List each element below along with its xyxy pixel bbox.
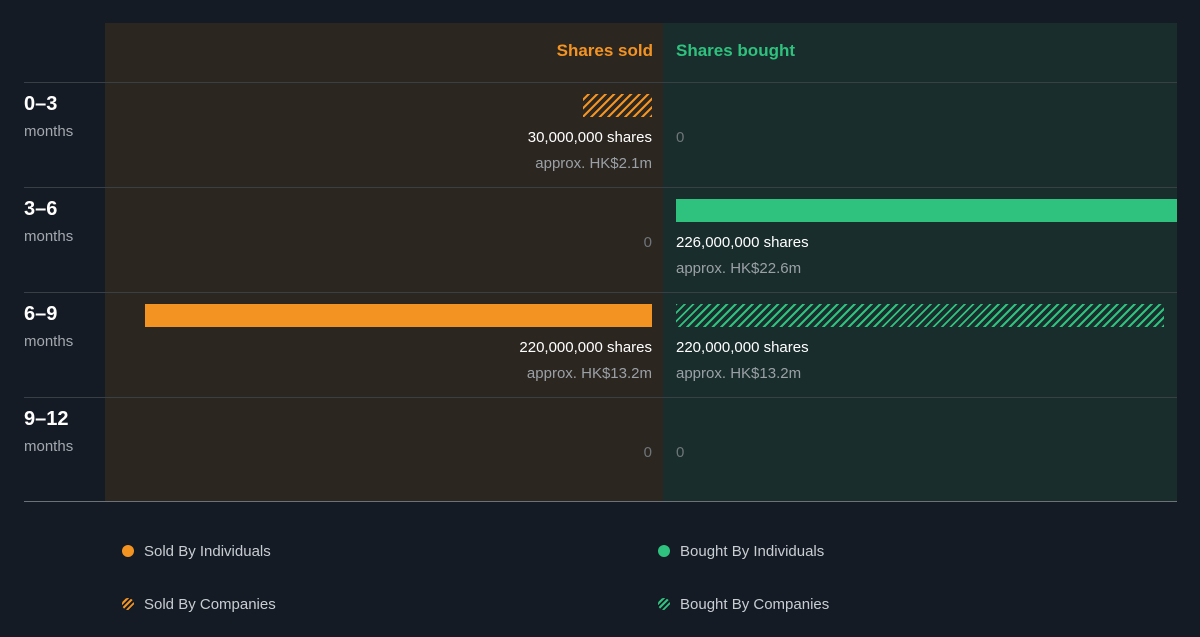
legend-sold-companies: Sold By Companies — [122, 594, 276, 614]
bar-sold-by-individuals — [145, 304, 652, 327]
period-unit: months — [24, 438, 74, 455]
bought-shares-label: 226,000,000 shares — [676, 234, 809, 251]
sold-shares-label: 220,000,000 shares — [519, 339, 652, 356]
bought-zero-label: 0 — [676, 444, 685, 461]
row-divider — [24, 292, 1177, 293]
legend-hatched-dot-icon — [122, 598, 134, 610]
period-unit: months — [24, 123, 74, 140]
legend-bought-companies: Bought By Companies — [658, 594, 829, 614]
legend-bought-individuals: Bought By Individuals — [658, 541, 824, 561]
sold-approx-label: approx. HK$13.2m — [526, 365, 652, 382]
bought-approx-label: approx. HK$22.6m — [676, 260, 802, 277]
sold-shares-label: 30,000,000 shares — [527, 129, 652, 146]
sold-approx-label: approx. HK$2.1m — [535, 155, 652, 172]
axis-line — [24, 501, 1177, 502]
row-divider — [24, 187, 1177, 188]
legend-label: Sold By Companies — [144, 595, 276, 613]
period-label: 0–3 months — [24, 92, 73, 141]
period-range: 9–12 — [24, 408, 69, 430]
insider-trading-chart: Shares sold Shares bought 0–3 months 3–6… — [24, 23, 1177, 502]
legend-sold-individuals: Sold By Individuals — [122, 541, 271, 561]
period-unit: months — [24, 228, 74, 245]
bar-sold-by-companies — [583, 94, 652, 117]
bar-bought-by-companies — [676, 304, 1164, 327]
row-divider — [24, 82, 1177, 83]
legend-label: Bought By Companies — [680, 595, 830, 613]
period-label: 3–6 months — [24, 197, 73, 246]
period-label: 6–9 months — [24, 302, 73, 351]
bought-header: Shares bought — [676, 41, 796, 60]
sold-header: Shares sold — [556, 41, 653, 60]
sold-zero-label: 0 — [643, 444, 652, 461]
sold-panel — [105, 23, 663, 501]
legend-dot-icon — [658, 545, 670, 557]
period-label: 9–12 months — [24, 407, 73, 456]
period-range: 3–6 — [24, 198, 58, 220]
bought-zero-label: 0 — [676, 129, 685, 146]
bar-bought-by-individuals — [676, 199, 1177, 222]
bought-shares-label: 220,000,000 shares — [676, 339, 809, 356]
period-range: 0–3 — [24, 93, 58, 115]
legend-label: Sold By Individuals — [144, 542, 271, 560]
legend-label: Bought By Individuals — [680, 542, 825, 560]
bought-approx-label: approx. HK$13.2m — [676, 365, 802, 382]
period-unit: months — [24, 333, 74, 350]
legend-hatched-dot-icon — [658, 598, 670, 610]
bought-panel — [663, 23, 1177, 501]
legend-dot-icon — [122, 545, 134, 557]
row-divider — [24, 397, 1177, 398]
sold-zero-label: 0 — [643, 234, 652, 251]
period-range: 6–9 — [24, 303, 58, 325]
